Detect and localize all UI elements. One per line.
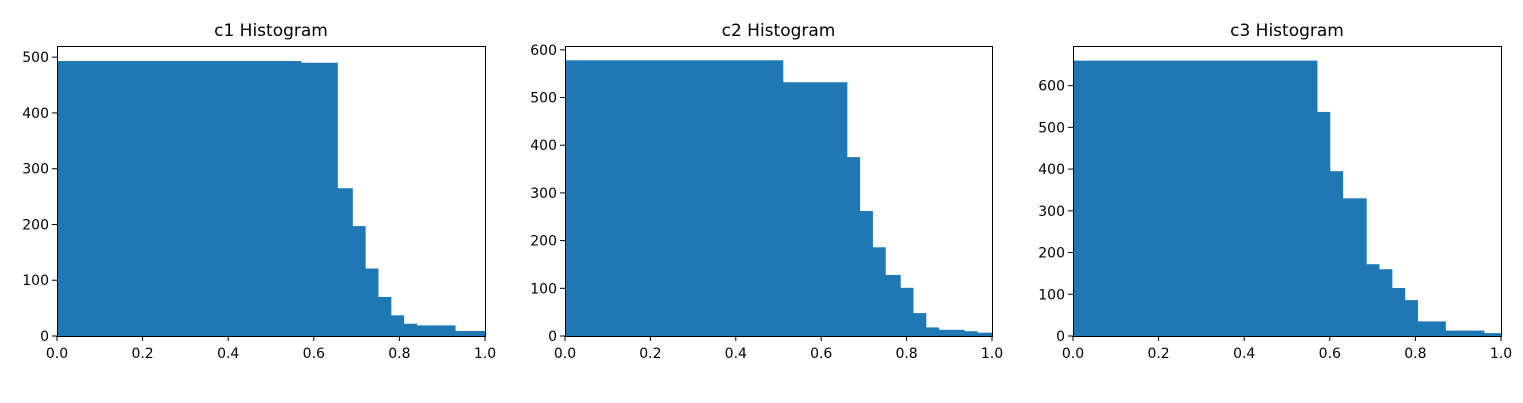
histogram-bar [1391, 288, 1406, 336]
histogram-panel-2: c2 Histogram 0.0 0.2 0.4 0.6 0.8 1.0 0 100 200 300… [505, 0, 1010, 403]
histogram-bar [925, 327, 940, 336]
histogram-bar [1417, 321, 1446, 336]
x-tick-label: 1.0 [981, 346, 1003, 362]
histogram-svg-2: c2 Histogram 0.0 0.2 0.4 0.6 0.8 1.0 0 100 200 300… [530, 21, 1003, 362]
y-tick-label: 200 [22, 217, 49, 233]
x-tick-label: 0.6 [1319, 346, 1341, 362]
histogram-bar [913, 313, 927, 336]
histogram-bar [565, 60, 784, 337]
y-tick-label: 300 [22, 162, 49, 178]
y-tick-label: 200 [530, 234, 557, 250]
y-tick-label: 500 [22, 50, 49, 66]
x-tick-label: 0.8 [1404, 346, 1426, 362]
histogram-bar [57, 61, 302, 337]
histogram-bar [782, 82, 848, 336]
histogram-bar [872, 247, 886, 336]
histogram-panel-1: c1 Histogram 0.0 0.2 0.4 0.6 0.8 1.0 0 100 200 300… [0, 0, 505, 403]
histogram-bar [1404, 300, 1419, 336]
y-tick-label: 100 [22, 273, 49, 289]
y-tick-label: 0 [1056, 329, 1065, 345]
y-tick-label: 300 [1038, 204, 1065, 220]
histogram-bar [455, 330, 486, 336]
y-tick-label: 100 [530, 281, 557, 297]
x-tick-label: 0.4 [725, 346, 747, 362]
y-tick-label: 400 [1038, 162, 1065, 178]
histogram-bar [1329, 171, 1344, 336]
x-tick-label: 0.6 [810, 346, 832, 362]
histogram-bar [378, 296, 392, 336]
histogram-bar [1379, 269, 1393, 336]
histogram-bar [964, 331, 978, 336]
histogram-bar [846, 157, 861, 336]
y-tick-label: 500 [1038, 120, 1065, 136]
histogram-svg-1: c1 Histogram 0.0 0.2 0.4 0.6 0.8 1.0 0 100 200 300… [22, 21, 496, 362]
y-tick-label: 0 [40, 329, 49, 345]
histogram-bar [300, 62, 338, 336]
histogram-bar [938, 329, 965, 336]
histogram-bar [352, 226, 366, 336]
y-tick-label: 100 [1038, 287, 1065, 303]
chart-title: c3 Histogram [1230, 21, 1344, 41]
histogram-bar [1342, 198, 1367, 336]
y-tick-label: 400 [22, 106, 49, 122]
histogram-bar [390, 315, 405, 336]
y-tick-label: 600 [1038, 79, 1065, 95]
histogram-bar [337, 188, 353, 336]
x-tick-label: 0.0 [1062, 346, 1084, 362]
histogram-svg-3: c3 Histogram 0.0 0.2 0.4 0.6 0.8 1.0 0 100 200 300… [1038, 21, 1512, 362]
histogram-bar [977, 332, 993, 336]
x-tick-label: 0.0 [554, 346, 576, 362]
x-tick-label: 0.8 [388, 346, 410, 362]
histogram-panel-3: c3 Histogram 0.0 0.2 0.4 0.6 0.8 1.0 0 100 200 300… [1010, 0, 1523, 403]
x-tick-label: 0.4 [1233, 346, 1255, 362]
y-tick-label: 0 [548, 329, 557, 345]
x-tick-label: 0.2 [131, 346, 153, 362]
histogram-bar [885, 274, 901, 336]
x-tick-label: 0.6 [303, 346, 325, 362]
histogram-bar [1316, 111, 1331, 336]
x-tick-label: 0.4 [217, 346, 239, 362]
y-tick-label: 200 [1038, 246, 1065, 262]
histogram-bar [900, 287, 914, 336]
plot-frame [565, 46, 993, 337]
x-tick-label: 0.8 [895, 346, 917, 362]
histogram-bar [416, 325, 456, 336]
x-tick-label: 0.2 [1147, 346, 1169, 362]
y-tick-label: 600 [530, 43, 557, 59]
x-tick-label: 1.0 [1490, 346, 1512, 362]
plot-frame [57, 46, 486, 337]
chart-title: c2 Histogram [722, 21, 836, 41]
x-tick-label: 0.0 [46, 346, 68, 362]
histogram-bar [859, 211, 873, 336]
chart-title: c1 Histogram [214, 21, 328, 41]
x-tick-label: 0.2 [639, 346, 661, 362]
histogram-bar [365, 268, 379, 336]
y-tick-label: 300 [530, 186, 557, 202]
x-tick-label: 1.0 [474, 346, 496, 362]
y-tick-label: 400 [530, 138, 557, 154]
histogram-bar [1483, 333, 1502, 336]
histogram-bar [1445, 330, 1485, 336]
histogram-bar [1366, 264, 1380, 336]
histogram-bar [403, 323, 418, 336]
plot-frame [1073, 46, 1502, 337]
histogram-bar [1073, 60, 1318, 337]
y-tick-label: 500 [530, 91, 557, 107]
